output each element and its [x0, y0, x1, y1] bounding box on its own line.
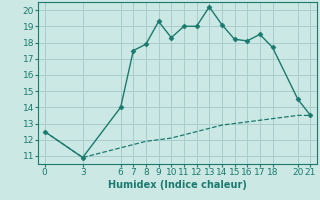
X-axis label: Humidex (Indice chaleur): Humidex (Indice chaleur) — [108, 180, 247, 190]
